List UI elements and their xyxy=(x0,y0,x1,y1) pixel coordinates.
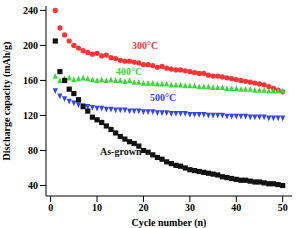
svg-text:10: 10 xyxy=(92,202,102,213)
svg-text:200: 200 xyxy=(23,40,38,51)
svg-text:Discharge capacity (mAh/g): Discharge capacity (mAh/g) xyxy=(8,42,13,161)
svg-text:40: 40 xyxy=(231,202,241,213)
svg-text:160: 160 xyxy=(23,75,38,86)
svg-text:20: 20 xyxy=(138,202,148,213)
html-text:As-grown: As-grown xyxy=(100,146,142,157)
svg-text:80: 80 xyxy=(28,145,38,156)
svg-text:Cycle number (n): Cycle number (n) xyxy=(132,217,207,228)
svg-text:30: 30 xyxy=(185,202,195,213)
html-text:400°C: 400°C xyxy=(116,66,143,77)
svg-text:0: 0 xyxy=(48,202,53,213)
html-text:300°C: 300°C xyxy=(132,40,159,51)
svg-text:50: 50 xyxy=(278,202,288,213)
svg-text:240: 240 xyxy=(23,5,38,16)
html-text:500°C: 500°C xyxy=(150,92,177,103)
svg-text:120: 120 xyxy=(23,110,38,121)
svg-text:40: 40 xyxy=(28,180,38,191)
